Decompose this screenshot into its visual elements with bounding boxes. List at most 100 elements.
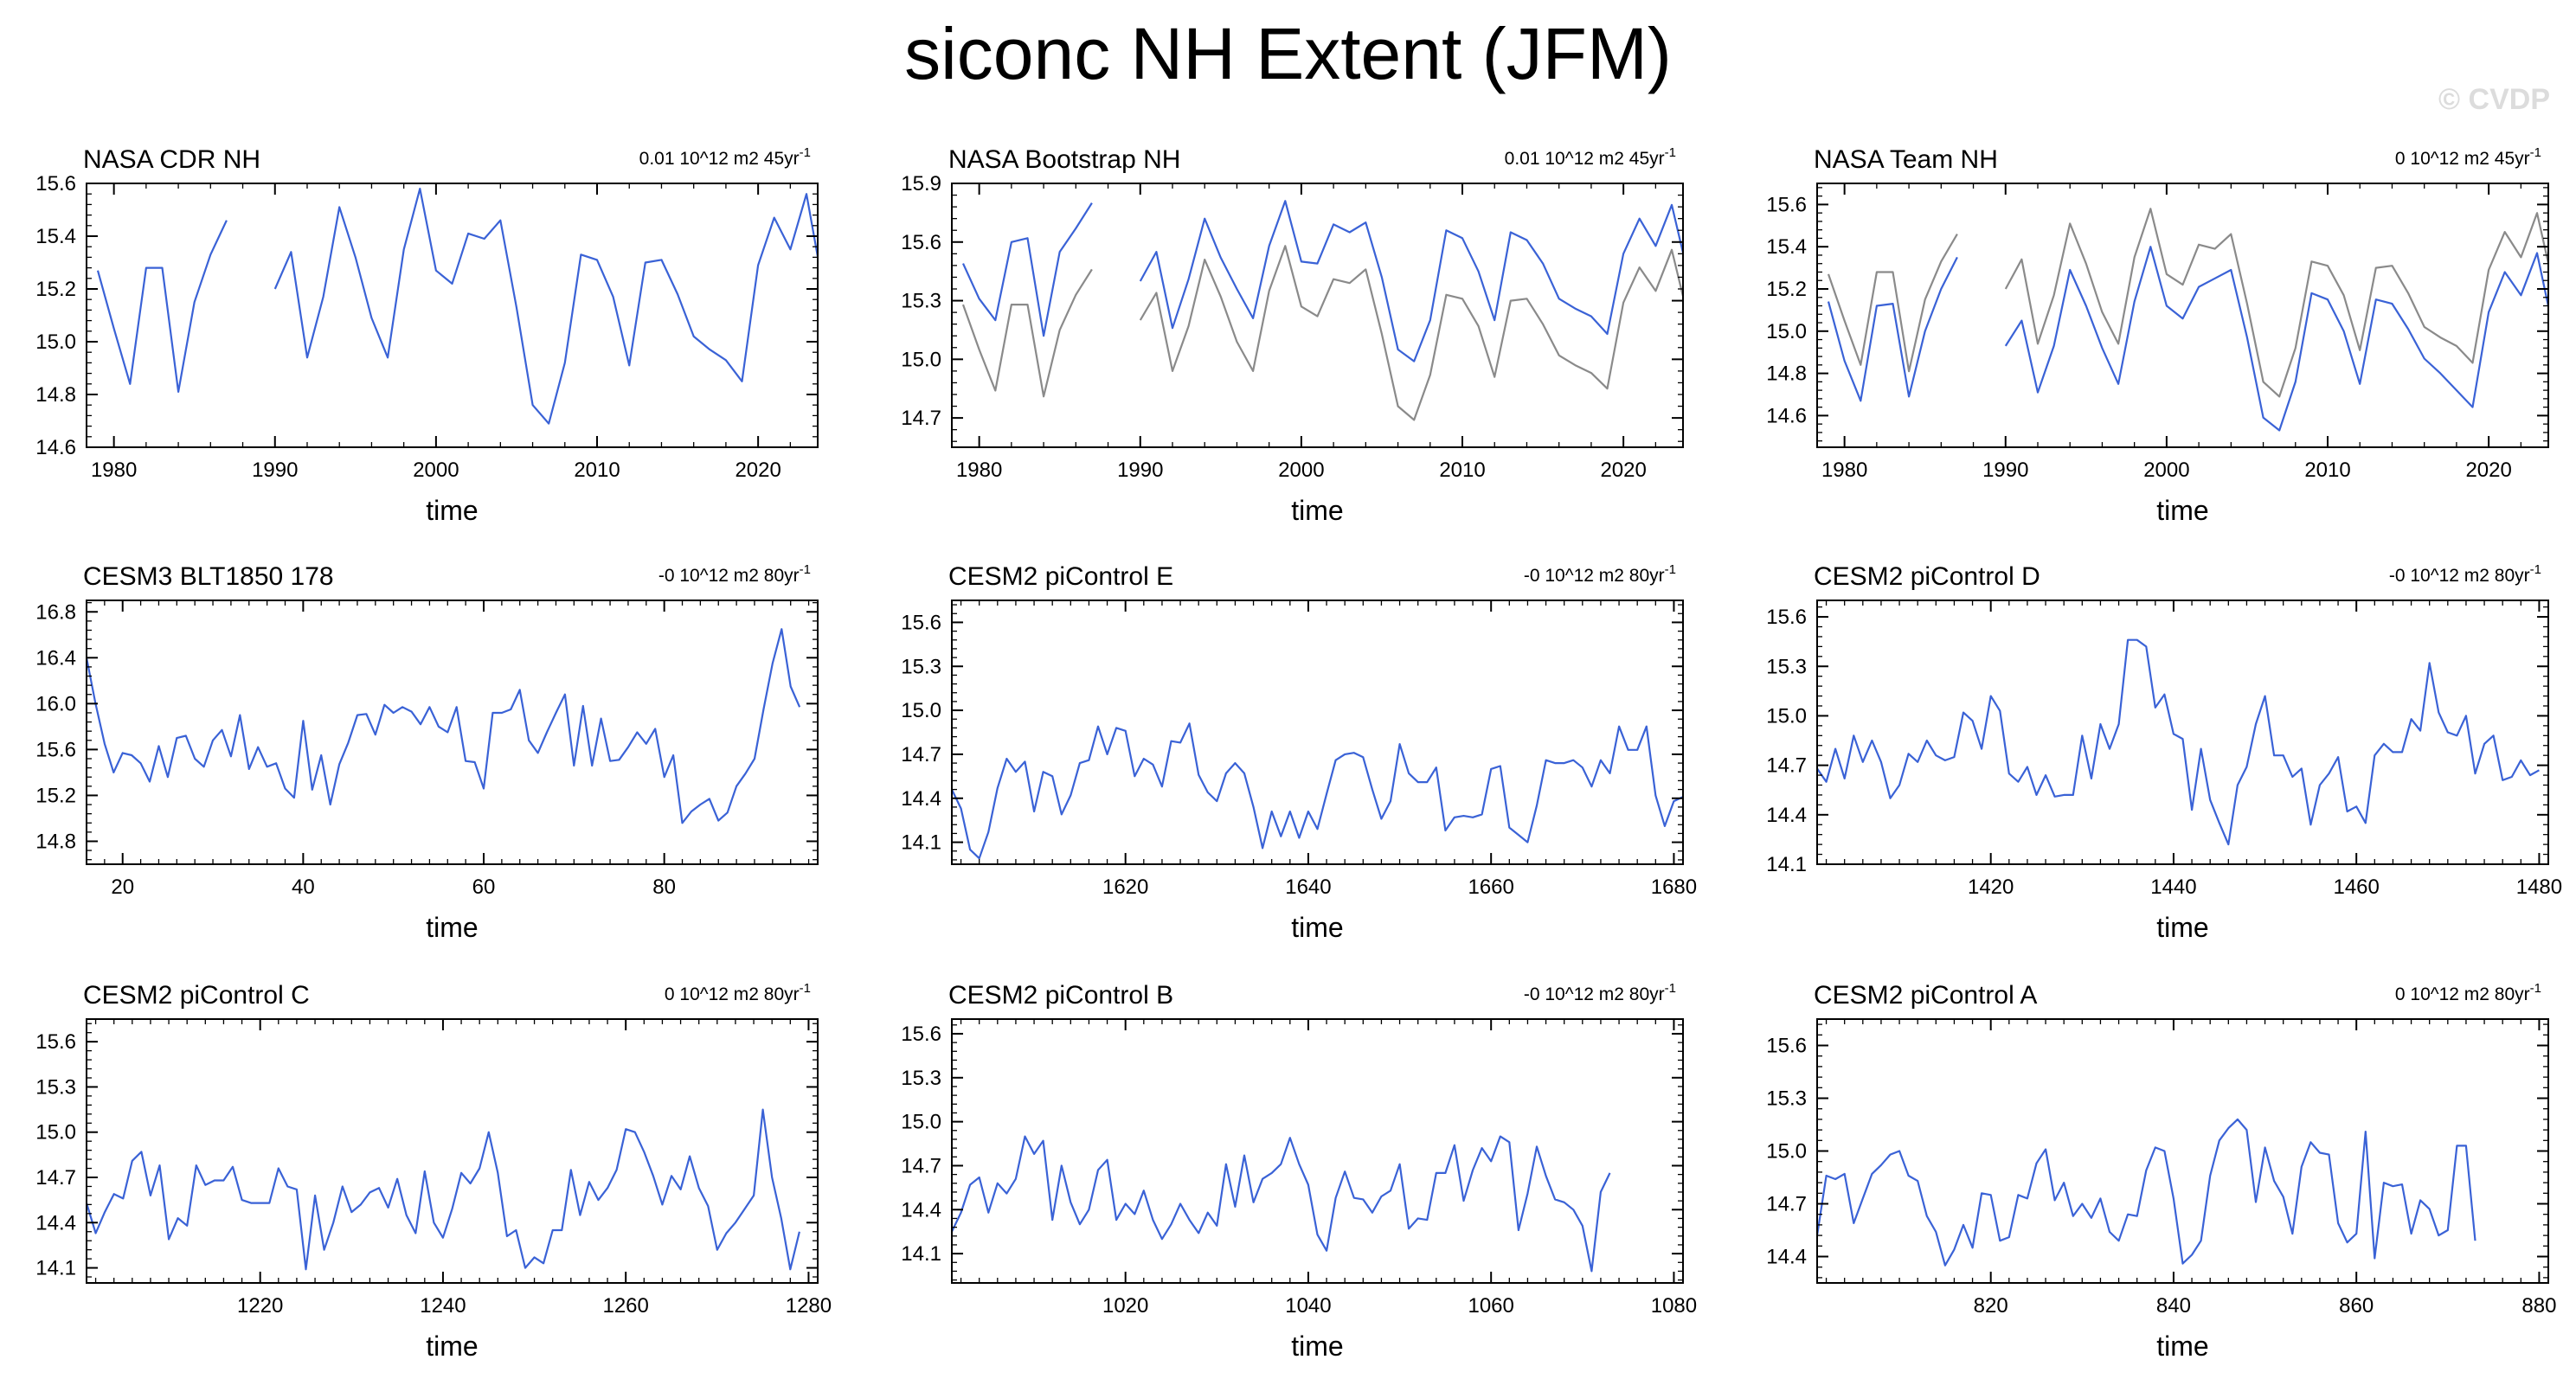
trend-exponent: -1: [1665, 145, 1676, 160]
x-tick-label: 1620: [1102, 875, 1148, 899]
x-tick-label: 1480: [2516, 875, 2562, 899]
model-series-line: [1817, 638, 2540, 846]
x-tick-label: 20: [111, 875, 134, 899]
x-tick-label: 2000: [1278, 459, 1324, 482]
x-tick-label: 1440: [2150, 875, 2196, 899]
y-tick-label: 15.0: [1766, 1140, 1807, 1164]
x-axis-label: time: [426, 1331, 478, 1362]
x-tick-label: 1980: [91, 459, 137, 482]
y-tick-label: 15.2: [35, 278, 76, 301]
obs-series-line: [961, 268, 1093, 398]
panel-title: NASA Bootstrap NH: [948, 145, 1180, 174]
panel-8: CESM2 piControl B -0 10^12 m2 80yr-1 1020 1…: [901, 981, 1697, 1362]
model-series-line: [952, 722, 1683, 860]
trend-text: -0 10^12 m2 80yr: [1524, 984, 1665, 1004]
y-tick-label: 14.1: [35, 1257, 76, 1280]
y-tick-label: 15.0: [901, 1111, 941, 1134]
obs-series-line: [1827, 234, 1958, 373]
panel-title: CESM2 piControl D: [1814, 562, 2040, 591]
y-tick-label: 14.1: [1766, 853, 1807, 876]
trend-text: 0 10^12 m2 45yr: [2395, 149, 2530, 169]
trend-exponent: -1: [800, 562, 811, 577]
plot-frame: [86, 183, 819, 448]
x-tick-label: 2000: [413, 459, 459, 482]
trend-exponent: -1: [2530, 981, 2541, 996]
y-tick-label: 15.6: [1766, 193, 1807, 216]
y-tick-label: 14.1: [901, 831, 941, 855]
x-tick-label: 1080: [1651, 1294, 1697, 1318]
x-tick-label: 2010: [574, 459, 620, 482]
plot-frame: [1816, 600, 2549, 865]
trend-label: -0 10^12 m2 80yr-1: [658, 562, 811, 586]
y-tick-label: 15.0: [35, 330, 76, 354]
x-tick-label: 1280: [786, 1294, 832, 1318]
trend-label: 0.01 10^12 m2 45yr-1: [1505, 145, 1676, 169]
panel-title: CESM2 piControl B: [948, 981, 1173, 1010]
y-tick-label: 15.3: [1766, 1087, 1807, 1111]
trend-text: -0 10^12 m2 80yr: [1524, 566, 1665, 586]
model-series-line: [1827, 256, 1958, 402]
watermark: © CVDP: [2438, 83, 2550, 116]
panel-3: NASA Team NH 0 10^12 m2 45yr-1 1980 1990 200…: [1766, 145, 2549, 526]
model-series-line: [1139, 200, 1683, 362]
obs-series-line: [1139, 245, 1683, 421]
y-tick-label: 14.7: [901, 743, 941, 766]
model-series-line: [273, 188, 818, 425]
x-tick-label: 2010: [2304, 459, 2350, 482]
x-tick-label: 2020: [1600, 459, 1646, 482]
x-tick-label: 2020: [735, 459, 781, 482]
y-tick-label: 14.4: [35, 1211, 76, 1234]
x-tick-label: 80: [652, 875, 676, 899]
x-axis-label: time: [1291, 1331, 1343, 1362]
y-tick-label: 15.6: [35, 738, 76, 761]
trend-exponent: -1: [1665, 562, 1676, 577]
y-tick-label: 15.4: [1766, 235, 1807, 259]
x-axis-label: time: [426, 912, 478, 943]
y-tick-label: 15.6: [901, 1023, 941, 1046]
panel-4: CESM3 BLT1850 178 -0 10^12 m2 80yr-1 20 40 6…: [35, 562, 819, 943]
trend-exponent: -1: [1665, 981, 1676, 996]
y-tick-label: 15.6: [1766, 606, 1807, 629]
plot-frame: [951, 1018, 1684, 1284]
y-tick-label: 14.7: [1766, 754, 1807, 778]
y-tick-label: 15.3: [1766, 655, 1807, 678]
y-tick-label: 15.0: [1766, 320, 1807, 343]
panel-title: NASA Team NH: [1814, 145, 1998, 174]
model-series-line: [961, 202, 1093, 337]
plot-frame: [951, 600, 1684, 865]
y-tick-label: 14.4: [901, 1198, 941, 1222]
x-tick-label: 40: [292, 875, 315, 899]
x-tick-label: 1260: [602, 1294, 648, 1318]
trend-exponent: -1: [2530, 145, 2541, 160]
panel-title: CESM2 piControl E: [948, 562, 1173, 591]
y-tick-label: 15.6: [901, 231, 941, 254]
y-tick-label: 14.7: [901, 1154, 941, 1177]
y-tick-label: 15.0: [901, 348, 941, 371]
y-tick-label: 14.8: [1766, 362, 1807, 386]
x-tick-label: 880: [2521, 1294, 2556, 1318]
x-tick-label: 1640: [1285, 875, 1331, 899]
trend-label: 0 10^12 m2 80yr-1: [665, 981, 811, 1004]
figure-title: siconc NH Extent (JFM): [904, 13, 1672, 94]
panel-7: CESM2 piControl C 0 10^12 m2 80yr-1 1220 12…: [35, 981, 832, 1362]
x-axis-label: time: [2156, 495, 2208, 526]
x-tick-label: 1990: [252, 459, 298, 482]
x-axis-label: time: [2156, 1331, 2208, 1362]
y-tick-label: 15.6: [35, 1030, 76, 1054]
panel-title: CESM2 piControl A: [1814, 981, 2037, 1010]
trend-text: 0 10^12 m2 80yr: [2395, 984, 2530, 1004]
y-tick-label: 16.4: [35, 646, 76, 670]
x-tick-label: 1980: [956, 459, 1002, 482]
x-axis-label: time: [1291, 495, 1343, 526]
panel-9: CESM2 piControl A 0 10^12 m2 80yr-1 820 840…: [1766, 981, 2556, 1362]
y-tick-label: 14.4: [1766, 1246, 1807, 1269]
x-tick-label: 2020: [2465, 459, 2511, 482]
trend-label: -0 10^12 m2 80yr-1: [2389, 562, 2541, 586]
panel-title: CESM2 piControl C: [83, 981, 310, 1010]
y-tick-label: 15.2: [1766, 278, 1807, 301]
x-tick-label: 1060: [1468, 1294, 1513, 1318]
y-tick-label: 15.4: [35, 225, 76, 248]
y-tick-label: 15.9: [901, 172, 941, 196]
x-tick-label: 1990: [1982, 459, 2028, 482]
